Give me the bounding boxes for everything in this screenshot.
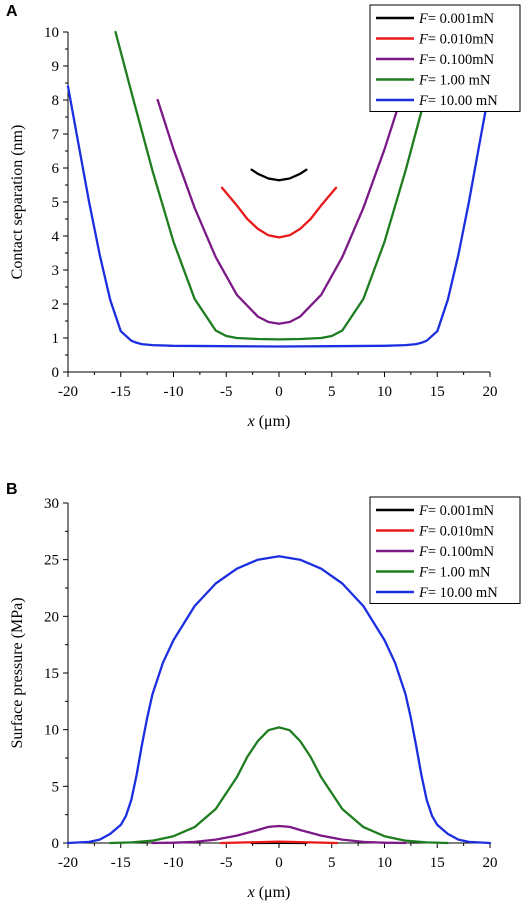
x-tick-label: 15: [430, 855, 445, 871]
panel-letter: B: [6, 481, 18, 498]
x-tick-label: -20: [58, 384, 78, 400]
legend: F= 0.001mN F= 0.010mN F= 0.100mN F= 1.00 mN…: [369, 496, 521, 604]
x-tick-label: -15: [111, 384, 131, 400]
y-tick-label: 7: [52, 127, 60, 143]
legend-box: [369, 4, 521, 112]
x-tick-label: 20: [483, 384, 498, 400]
y-tick-label: 10: [44, 723, 59, 739]
y-tick-label: 2: [52, 297, 60, 313]
x-tick-label: 10: [377, 855, 392, 871]
series-line-1: [250, 168, 308, 182]
y-tick-label: 8: [52, 93, 60, 109]
y-axis-label: Contact separation (nm): [9, 125, 26, 280]
y-tick-label: 10: [44, 25, 59, 41]
legend-label: F= 0.100mN: [418, 544, 495, 560]
x-tick-label: 5: [328, 855, 336, 871]
y-tick-label: 4: [52, 229, 60, 245]
x-axis-label: x (μm): [247, 413, 291, 430]
legend-label: F= 0.100mN: [418, 52, 495, 68]
x-tick-label: -15: [111, 855, 131, 871]
panel-letter: A: [6, 3, 18, 20]
y-tick-label: 5: [52, 779, 60, 795]
x-tick-label: -10: [164, 855, 184, 871]
x-tick-label: 10: [377, 384, 392, 400]
series-line-3: [151, 824, 407, 845]
y-tick-label: 15: [44, 666, 59, 682]
y-tick-label: 9: [52, 59, 60, 75]
legend-label: F= 0.001mN: [418, 11, 495, 27]
legend-label: F= 10.00 mN: [418, 585, 498, 601]
series-line-4: [109, 726, 449, 845]
x-tick-label: 0: [275, 855, 283, 871]
chart-panel-a: A -20 -15 -10 -5 0 5 10 15 20 0 1 2 3 4 5 6 7 8 9 10 x (μm) Co…: [6, 3, 521, 430]
x-tick-label: 20: [483, 855, 498, 871]
legend: F= 0.001mN F= 0.010mN F= 0.100mN F= 1.00 mN…: [369, 4, 521, 112]
y-tick-label: 30: [44, 496, 59, 512]
x-tick-label: 5: [328, 384, 336, 400]
x-tick-label: -5: [220, 855, 233, 871]
x-axis-label: x (μm): [247, 884, 291, 901]
x-tick-label: 0: [275, 384, 283, 400]
series-line-2: [219, 840, 339, 845]
legend-label: F= 1.00 mN: [418, 73, 491, 89]
legend-label: F= 0.010mN: [418, 524, 495, 540]
x-tick-label: -5: [220, 384, 233, 400]
series-line-3: [156, 98, 402, 325]
series-line-4: [114, 30, 444, 341]
y-tick-label: 0: [52, 365, 60, 381]
legend-label: F= 0.010mN: [418, 32, 495, 48]
legend-label: F= 0.001mN: [418, 503, 495, 519]
y-tick-label: 1: [52, 331, 60, 347]
y-axis-label: Surface pressure (MPa): [9, 597, 26, 748]
series-line-2: [220, 186, 338, 239]
y-tick-label: 5: [52, 195, 60, 211]
y-tick-label: 0: [52, 836, 60, 852]
y-tick-label: 3: [52, 263, 60, 279]
x-tick-label: -10: [164, 384, 184, 400]
y-tick-label: 20: [44, 609, 59, 625]
series-line-5: [66, 555, 492, 845]
y-tick-label: 6: [52, 161, 60, 177]
legend-label: F= 10.00 mN: [418, 93, 498, 109]
x-tick-label: 15: [430, 384, 445, 400]
chart-panel-b: B -20 -15 -10 -5 0 5 10 15 20 0 5 10 15 20 25 30 x (μm) Su…: [6, 481, 521, 901]
series-line-5: [66, 85, 492, 348]
x-tick-label: -20: [58, 855, 78, 871]
y-tick-label: 25: [44, 553, 59, 569]
legend-label: F= 1.00 mN: [418, 565, 491, 581]
